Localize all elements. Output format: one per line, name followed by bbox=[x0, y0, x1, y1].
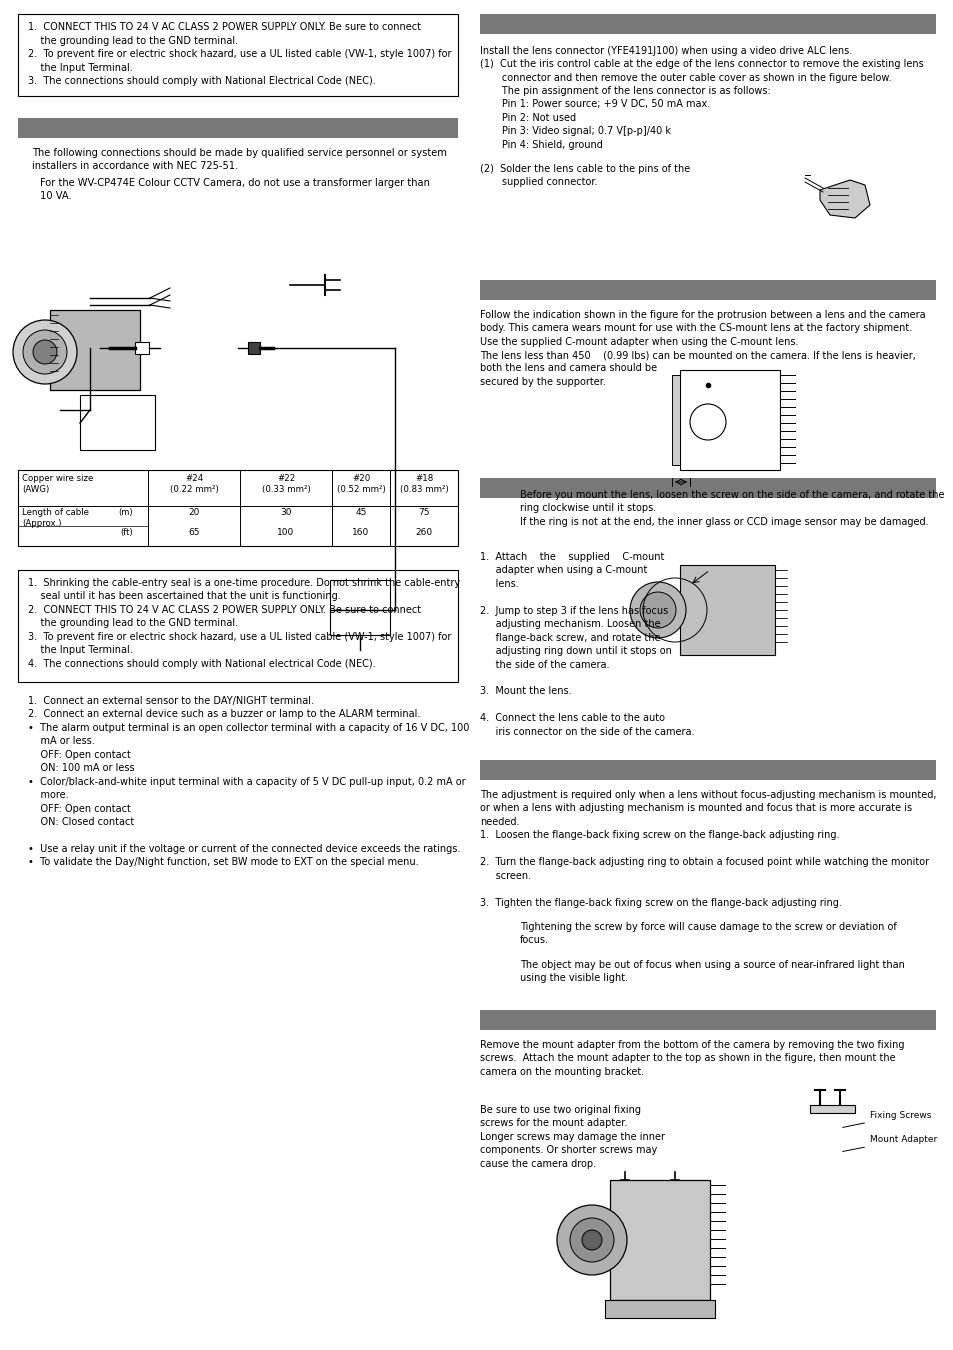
Text: Fixing Screws: Fixing Screws bbox=[841, 1111, 930, 1127]
Bar bbox=[479, 478, 935, 498]
Text: Remove the mount adapter from the bottom of the camera by removing the two fixin: Remove the mount adapter from the bottom… bbox=[479, 1040, 903, 1077]
Text: Be sure to use two original fixing
screws for the mount adapter.
Longer screws m: Be sure to use two original fixing screw… bbox=[479, 1106, 664, 1169]
Text: Mount Adapter: Mount Adapter bbox=[841, 1135, 936, 1152]
Text: 65: 65 bbox=[188, 528, 199, 537]
Circle shape bbox=[33, 340, 57, 364]
Bar bbox=[248, 342, 260, 354]
Text: The adjustment is required only when a lens without focus-adjusting mechanism is: The adjustment is required only when a l… bbox=[479, 790, 936, 907]
Bar bbox=[18, 570, 457, 682]
Bar bbox=[479, 760, 935, 780]
Bar bbox=[18, 14, 457, 96]
Text: #22
(0.33 mm²): #22 (0.33 mm²) bbox=[261, 474, 310, 494]
Text: 20: 20 bbox=[188, 508, 199, 517]
Circle shape bbox=[557, 1206, 626, 1274]
Text: #24
(0.22 mm²): #24 (0.22 mm²) bbox=[170, 474, 218, 494]
Text: Before you mount the lens, loosen the screw on the side of the camera, and rotat: Before you mount the lens, loosen the sc… bbox=[519, 490, 943, 526]
Bar bbox=[330, 580, 390, 634]
Bar bbox=[604, 1300, 714, 1318]
Bar bbox=[479, 279, 935, 300]
Text: 1.  CONNECT THIS TO 24 V AC CLASS 2 POWER SUPPLY ONLY. Be sure to connect
    th: 1. CONNECT THIS TO 24 V AC CLASS 2 POWER… bbox=[28, 22, 451, 86]
Bar bbox=[679, 370, 780, 470]
Circle shape bbox=[13, 320, 77, 383]
Circle shape bbox=[23, 329, 67, 374]
Text: Install the lens connector (YFE4191J100) when using a video drive ALC lens.
(1) : Install the lens connector (YFE4191J100)… bbox=[479, 46, 923, 150]
Bar bbox=[809, 1106, 854, 1112]
Text: 1.  Shrinking the cable-entry seal is a one-time procedure. Do not shrink the ca: 1. Shrinking the cable-entry seal is a o… bbox=[28, 578, 459, 668]
Bar bbox=[609, 1180, 709, 1300]
Text: The following connections should be made by qualified service personnel or syste: The following connections should be made… bbox=[32, 148, 446, 171]
Text: 45: 45 bbox=[355, 508, 366, 517]
Circle shape bbox=[639, 593, 676, 628]
Circle shape bbox=[581, 1230, 601, 1250]
Text: 260: 260 bbox=[415, 528, 432, 537]
Polygon shape bbox=[820, 180, 869, 217]
Text: Length of cable
(Approx.): Length of cable (Approx.) bbox=[22, 508, 89, 528]
Bar bbox=[679, 566, 774, 655]
Circle shape bbox=[569, 1218, 614, 1262]
Text: 160: 160 bbox=[352, 528, 369, 537]
Bar bbox=[479, 14, 935, 34]
Text: For the WV-CP474E Colour CCTV Camera, do not use a transformer larger than
10 VA: For the WV-CP474E Colour CCTV Camera, do… bbox=[40, 178, 430, 201]
Text: Copper wire size
(AWG): Copper wire size (AWG) bbox=[22, 474, 93, 494]
Bar bbox=[50, 310, 140, 390]
Text: 1.  Attach    the    supplied    C-mount
     adapter when using a C-mount
     : 1. Attach the supplied C-mount adapter w… bbox=[479, 552, 694, 737]
Circle shape bbox=[629, 582, 685, 639]
Text: (2)  Solder the lens cable to the pins of the
       supplied connector.: (2) Solder the lens cable to the pins of… bbox=[479, 163, 690, 188]
Text: Tightening the screw by force will cause damage to the screw or deviation of
foc: Tightening the screw by force will cause… bbox=[519, 922, 896, 945]
Bar bbox=[671, 375, 679, 464]
Bar bbox=[479, 1010, 935, 1030]
Text: 30: 30 bbox=[280, 508, 292, 517]
Text: Follow the indication shown in the figure for the protrusion between a lens and : Follow the indication shown in the figur… bbox=[479, 310, 924, 387]
Text: #20
(0.52 mm²): #20 (0.52 mm²) bbox=[336, 474, 385, 494]
Text: 1.  Connect an external sensor to the DAY/NIGHT terminal.
2.  Connect an externa: 1. Connect an external sensor to the DAY… bbox=[28, 697, 469, 867]
Text: (ft): (ft) bbox=[120, 528, 132, 537]
Bar bbox=[18, 470, 457, 545]
Text: 100: 100 bbox=[277, 528, 294, 537]
Bar bbox=[80, 396, 154, 450]
Text: 75: 75 bbox=[417, 508, 429, 517]
Bar bbox=[18, 117, 457, 138]
Circle shape bbox=[689, 404, 725, 440]
Text: #18
(0.83 mm²): #18 (0.83 mm²) bbox=[399, 474, 448, 494]
Text: (m): (m) bbox=[118, 508, 132, 517]
Bar bbox=[135, 342, 149, 354]
Text: The object may be out of focus when using a source of near-infrared light than
u: The object may be out of focus when usin… bbox=[519, 960, 904, 983]
